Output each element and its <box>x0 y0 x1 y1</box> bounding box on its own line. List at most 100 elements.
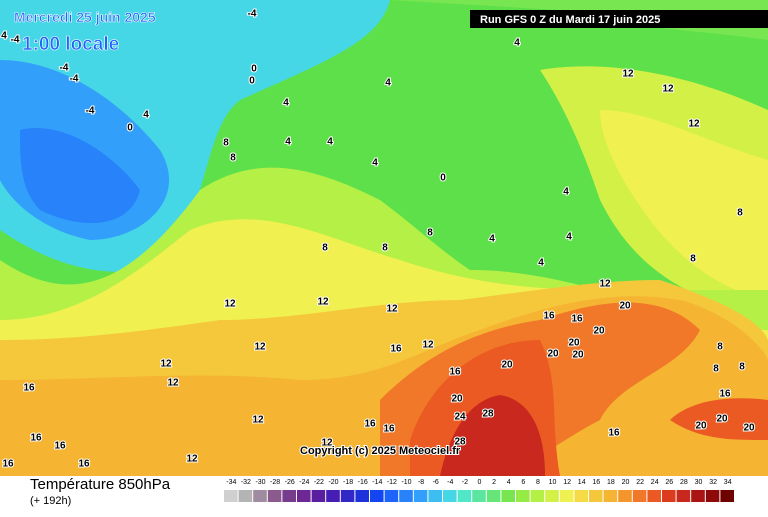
contour-label: 16 <box>571 314 583 325</box>
legend-swatch <box>676 490 691 502</box>
legend-swatch <box>326 490 340 502</box>
contour-label: 4 <box>1 31 7 42</box>
contour-label: 16 <box>543 311 555 322</box>
contour-label: 20 <box>568 338 580 349</box>
legend-swatch <box>705 490 720 502</box>
contour-label: -4 <box>248 9 257 20</box>
contour-label: 12 <box>662 84 674 95</box>
legend-tick-label: 14 <box>578 479 586 486</box>
legend-swatch <box>632 490 647 502</box>
legend-swatch <box>559 490 574 502</box>
contour-label: 8 <box>223 138 229 149</box>
legend-tick-label: -16 <box>358 479 368 486</box>
contour-label: 12 <box>599 279 611 290</box>
legend-swatch <box>603 490 618 502</box>
contour-label: -4 <box>60 63 69 74</box>
legend-swatch <box>282 490 296 502</box>
legend-tick-label: 16 <box>592 479 600 486</box>
run-label: Run GFS 0 Z du Mardi 17 juin 2025 <box>480 14 660 26</box>
legend-tick-label: 34 <box>724 479 732 486</box>
legend-tick-label: 0 <box>478 479 482 486</box>
legend-tick-label: -8 <box>418 479 424 486</box>
contour-label: 28 <box>482 409 494 420</box>
contour-label: 0 <box>127 123 133 134</box>
legend-tick-label: -18 <box>343 479 353 486</box>
contour-label: 16 <box>364 419 376 430</box>
contour-label: 12 <box>688 119 700 130</box>
contour-label: 12 <box>386 304 398 315</box>
legend-tick-label: 20 <box>622 479 630 486</box>
contour-label: 24 <box>454 412 466 423</box>
contour-label: 20 <box>695 421 707 432</box>
contour-label: 20 <box>619 301 631 312</box>
footer-title: Température 850hPa <box>30 476 171 493</box>
contour-label: 12 <box>254 342 266 353</box>
contour-label: 20 <box>547 349 559 360</box>
contour-label: 0 <box>249 76 255 87</box>
legend-tick-label: -2 <box>462 479 468 486</box>
legend-tick-label: 28 <box>680 479 688 486</box>
legend-swatch <box>516 490 530 502</box>
legend-tick-label: 18 <box>607 479 615 486</box>
legend-swatch <box>720 490 734 502</box>
contour-label: 28 <box>454 437 466 448</box>
legend-tick-label: -30 <box>255 479 265 486</box>
contour-label: 16 <box>30 433 42 444</box>
legend-tick-label: -24 <box>299 479 309 486</box>
color-legend: -34 -32 -30 -28 -26 -24 -22 -20 -18 -16 -14 -12 -10-… <box>224 479 734 502</box>
contour-label: 4 <box>385 78 391 89</box>
legend-swatch <box>457 490 472 502</box>
contour-label: 4 <box>283 98 289 109</box>
contour-label: 12 <box>167 378 179 389</box>
contour-label: 20 <box>572 350 584 361</box>
contour-label: 20 <box>501 360 513 371</box>
legend-swatch <box>589 490 603 502</box>
contour-label: 12 <box>186 454 198 465</box>
legend-tick-label: 32 <box>709 479 717 486</box>
legend-tick-label: 2 <box>492 479 496 486</box>
legend-swatch <box>370 490 384 502</box>
legend-tick-label: -6 <box>433 479 439 486</box>
contour-label: 4 <box>489 234 495 245</box>
legend-swatch <box>647 490 661 502</box>
legend-swatch <box>297 490 311 502</box>
legend-tick-label: -26 <box>285 479 295 486</box>
legend-tick-label: 26 <box>665 479 673 486</box>
contour-label: 8 <box>690 254 696 265</box>
contour-label: -4 <box>70 74 79 85</box>
legend-swatch <box>399 490 413 502</box>
contour-label: 4 <box>514 38 520 49</box>
legend-swatch <box>501 490 515 502</box>
map-field <box>0 0 768 476</box>
contour-label: 8 <box>739 362 745 373</box>
contour-label: 12 <box>224 299 236 310</box>
contour-label: 8 <box>230 153 236 164</box>
contour-label: 12 <box>622 69 634 80</box>
legend-tick-label: -14 <box>372 479 382 486</box>
contour-label: 16 <box>78 459 90 470</box>
contour-label: 4 <box>538 258 544 269</box>
contour-label: 16 <box>449 367 461 378</box>
contour-label: 8 <box>382 243 388 254</box>
legend-tick-label: -4 <box>447 479 453 486</box>
contour-label: 12 <box>321 438 333 449</box>
legend-swatch <box>384 490 399 502</box>
contour-label: 12 <box>252 415 264 426</box>
footer-subtitle: (+ 192h) <box>30 495 71 507</box>
contour-label: 20 <box>743 423 755 434</box>
legend-swatch <box>443 490 457 502</box>
legend-tick-label: 8 <box>536 479 540 486</box>
legend-swatch <box>662 490 676 502</box>
legend-swatch <box>253 490 267 502</box>
contour-label: 12 <box>422 340 434 351</box>
contour-label: 16 <box>23 383 35 394</box>
contour-label: 20 <box>716 414 728 425</box>
legend-tick-label: 10 <box>549 479 557 486</box>
date-label: Mercredi 25 juin 2025 <box>14 9 156 25</box>
legend-tick-label: -34 <box>226 479 236 486</box>
legend-swatch <box>413 490 428 502</box>
contour-label: -4 <box>11 35 20 46</box>
contour-label: 16 <box>390 344 402 355</box>
legend-swatch <box>545 490 559 502</box>
